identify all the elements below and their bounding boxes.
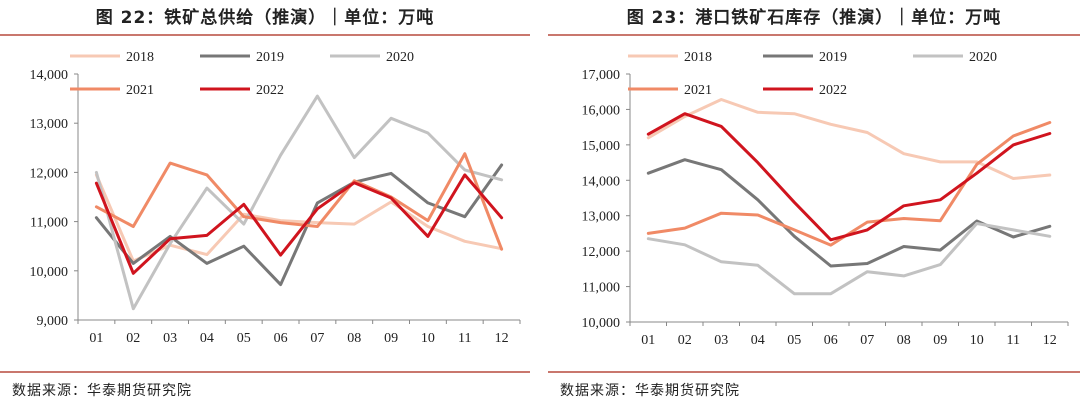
series-line-2019	[646, 158, 1052, 268]
chart-title: 图 22：铁矿总供给（推演）｜单位：万吨	[95, 8, 435, 28]
x-tick-label: 10	[970, 333, 984, 348]
bottom-divider	[548, 371, 1080, 373]
legend-label-2021: 2021	[684, 83, 712, 98]
y-tick-label: 10,000	[30, 265, 69, 280]
source-note: 数据来源：华泰期货研究院	[12, 383, 192, 399]
legend-label-2020: 2020	[386, 50, 414, 65]
y-tick-label: 13,000	[582, 210, 621, 225]
legend-label-2022: 2022	[256, 83, 284, 98]
series-line-2018	[646, 98, 1052, 180]
x-tick-label: 06	[824, 333, 838, 348]
supply-line-chart: 9,000 10,000 11,000 12,000 13,000 14,000 01 02 0…	[30, 50, 521, 346]
x-tick-label: 03	[714, 333, 728, 348]
x-tick-label: 09	[384, 331, 398, 346]
series-line-2019	[94, 163, 504, 287]
x-tick-label: 08	[347, 331, 361, 346]
x-tick-label: 11	[1007, 333, 1020, 348]
y-tick-label: 12,000	[582, 245, 621, 260]
legend-label-2018: 2018	[126, 50, 154, 65]
legend-label-2018: 2018	[684, 50, 712, 65]
x-tick-label: 12	[495, 331, 509, 346]
series-line-2020	[646, 222, 1052, 296]
x-tick-label: 05	[787, 333, 801, 348]
y-tick-label: 10,000	[582, 316, 621, 331]
y-tick-label: 9,000	[37, 314, 69, 329]
x-tick-label: 02	[678, 333, 692, 348]
x-tick-label: 02	[126, 331, 140, 346]
bottom-divider	[0, 371, 530, 373]
legend-label-2019: 2019	[819, 50, 847, 65]
x-tick-label: 01	[89, 331, 103, 346]
x-tick-label: 05	[237, 331, 251, 346]
y-tick-label: 11,000	[582, 281, 620, 296]
x-tick-label: 04	[200, 331, 214, 346]
series-line-2020	[94, 94, 504, 311]
x-tick-label: 10	[421, 331, 435, 346]
legend-label-2022: 2022	[819, 83, 847, 98]
x-tick-label: 03	[163, 331, 177, 346]
chart-panel-port-inventory: 图 23：港口铁矿石库存（推演）｜单位：万吨 10,000 11,000 12,00…	[548, 0, 1080, 406]
y-tick-label: 13,000	[30, 117, 69, 132]
y-tick-label: 14,000	[582, 174, 621, 189]
x-tick-label: 01	[641, 333, 655, 348]
y-tick-label: 16,000	[582, 103, 621, 118]
x-tick-label: 04	[751, 333, 765, 348]
series-line-2022	[94, 173, 504, 275]
inventory-line-chart: 10,000 11,000 12,000 13,000 14,000 15,000 16,0…	[582, 50, 1069, 348]
y-tick-label: 15,000	[582, 139, 621, 154]
x-tick-label: 11	[458, 331, 471, 346]
y-tick-label: 12,000	[30, 166, 69, 181]
chart-panel-iron-ore-supply: 图 22：铁矿总供给（推演）｜单位：万吨 9,000 10,000 11,000 12…	[0, 0, 530, 406]
x-tick-label: 12	[1043, 333, 1057, 348]
top-divider	[0, 34, 530, 36]
x-tick-label: 06	[274, 331, 288, 346]
top-divider	[548, 34, 1080, 36]
series-line-2021	[94, 152, 504, 251]
legend-label-2021: 2021	[126, 83, 154, 98]
x-tick-label: 07	[310, 331, 324, 346]
y-tick-label: 17,000	[582, 68, 621, 83]
legend-label-2020: 2020	[969, 50, 997, 65]
x-tick-label: 07	[860, 333, 874, 348]
y-tick-label: 14,000	[30, 68, 69, 83]
legend-label-2019: 2019	[256, 50, 284, 65]
x-tick-label: 09	[933, 333, 947, 348]
x-tick-label: 08	[897, 333, 911, 348]
series-line-2022	[646, 112, 1052, 242]
source-note: 数据来源：华泰期货研究院	[560, 383, 740, 399]
y-tick-label: 11,000	[30, 216, 68, 231]
chart-title: 图 23：港口铁矿石库存（推演）｜单位：万吨	[626, 8, 1002, 28]
